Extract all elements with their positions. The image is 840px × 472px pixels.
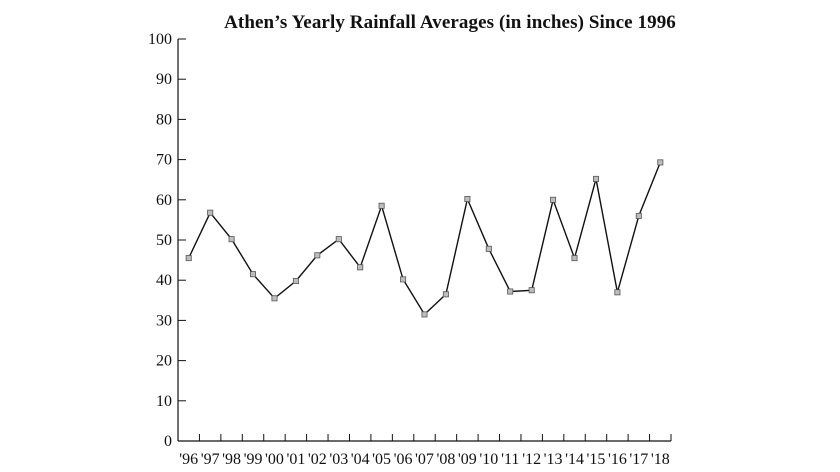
y-tick-label: 60 (156, 192, 172, 209)
data-point (635, 212, 642, 219)
data-point (335, 236, 342, 243)
data-point (314, 252, 321, 259)
data-point (271, 295, 278, 302)
x-tick-label: '97 (201, 451, 220, 468)
x-tick-label: '01 (286, 451, 305, 468)
x-tick-label: '14 (565, 451, 584, 468)
data-point (550, 196, 557, 203)
x-tick-label: '18 (651, 451, 670, 468)
y-tick-label: 40 (156, 272, 172, 289)
data-point (421, 311, 428, 318)
y-axis: 0 10 20 30 40 50 60 70 80 90 100 (148, 31, 186, 450)
x-tick-label: '16 (608, 451, 627, 468)
x-tick-label: '15 (587, 451, 606, 468)
data-point (185, 255, 192, 262)
data-point (657, 159, 664, 166)
data-point (593, 175, 600, 182)
y-tick-label: 80 (156, 111, 172, 128)
y-tick-label: 30 (156, 312, 172, 329)
data-point (507, 288, 514, 295)
x-tick-label: '02 (308, 451, 327, 468)
data-point (207, 209, 214, 216)
x-axis: '96'97'98'99'00'01'02'03'04'05'06'07'08 '… (177, 434, 672, 468)
x-tick-label: '98 (222, 451, 241, 468)
y-tick-label: 20 (156, 353, 172, 370)
x-tick-label: '17 (629, 451, 648, 468)
y-tick-label: 70 (156, 152, 172, 169)
data-point (249, 271, 256, 278)
data-point (400, 276, 407, 283)
x-tick-label: '10 (479, 451, 498, 468)
series-line (188, 162, 661, 316)
y-tick-label: 0 (164, 433, 172, 450)
x-tick-label: '11 (501, 451, 519, 468)
data-point (485, 245, 492, 252)
x-tick-label: '08 (436, 451, 455, 468)
x-tick-label: '96 (179, 451, 198, 468)
x-tick-label: '12 (522, 451, 541, 468)
data-point (228, 236, 235, 243)
y-tick-label: 10 (156, 393, 172, 410)
x-tick-label: '99 (244, 451, 263, 468)
data-point (442, 291, 449, 298)
x-tick-label: '05 (372, 451, 391, 468)
x-tick-label: '04 (351, 451, 370, 468)
chart-title: Athen’s Yearly Rainfall Averages (in inc… (224, 12, 676, 33)
x-tick-label: '03 (329, 451, 348, 468)
x-tick-label: '00 (265, 451, 284, 468)
data-point (357, 264, 364, 271)
x-tick-label: '07 (415, 451, 434, 468)
x-tick-label: '09 (458, 451, 477, 468)
data-point (571, 255, 578, 262)
data-series (185, 159, 664, 318)
data-point (528, 287, 535, 294)
data-point (614, 289, 621, 296)
y-tick-label: 100 (148, 31, 172, 48)
y-tick-label: 50 (156, 232, 172, 249)
x-tick-label: '06 (394, 451, 413, 468)
y-tick-label: 90 (156, 71, 172, 88)
data-point (378, 202, 385, 209)
data-point (464, 195, 471, 202)
data-point (292, 277, 299, 284)
x-tick-label: '13 (544, 451, 563, 468)
